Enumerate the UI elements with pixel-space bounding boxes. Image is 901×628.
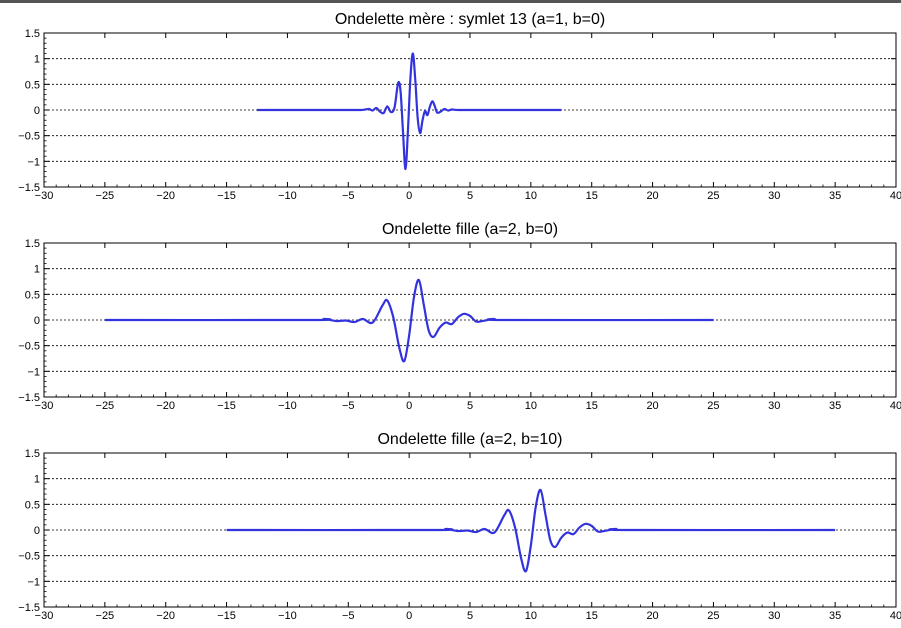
x-tick-label: 40 [890, 610, 901, 622]
x-tick-label: 20 [646, 400, 658, 412]
y-tick-label: −1 [27, 576, 40, 588]
chart-panel-3: Ondelette fille (a=2, b=10)−30 −25 −20 −15−… [18, 431, 901, 622]
y-tick-label: 1.5 [25, 28, 40, 40]
x-tick-label: 10 [525, 610, 537, 622]
x-tick-label: 20 [646, 190, 658, 202]
x-tick-label: −15 [217, 400, 236, 412]
x-tick-label: −10 [278, 400, 297, 412]
y-tick-label: 1.5 [25, 238, 40, 250]
x-tick-label: 35 [829, 610, 841, 622]
x-tick-label: −30 [35, 400, 54, 412]
x-tick-label: −15 [217, 610, 236, 622]
x-tick-label: −25 [96, 610, 115, 622]
x-tick-label: −5 [342, 610, 355, 622]
y-tick-label: −0.5 [18, 341, 40, 353]
x-tick-label: 40 [890, 400, 901, 412]
x-tick-label: −10 [278, 610, 297, 622]
x-tick-label: 30 [768, 400, 780, 412]
x-tick-label: 15 [586, 610, 598, 622]
y-tick-label: 0 [34, 315, 40, 327]
x-tick-label: 0 [406, 190, 412, 202]
y-tick-label: 1 [34, 264, 40, 276]
y-tick-label: 1.5 [25, 448, 40, 460]
chart-panel-1: Ondelette mère : symlet 13 (a=1, b=0) −30… [18, 11, 901, 202]
x-tick-label: 30 [768, 610, 780, 622]
x-tick-label: −30 [35, 610, 54, 622]
x-tick-label: 35 [829, 190, 841, 202]
x-tick-label: 0 [406, 610, 412, 622]
y-tick-label: −0.5 [18, 551, 40, 563]
x-tick-label: −20 [156, 400, 175, 412]
x-tick-label: −5 [342, 190, 355, 202]
x-tick-label: 40 [890, 190, 901, 202]
y-tick-label: 0 [34, 525, 40, 537]
y-tick-label: −1 [27, 366, 40, 378]
x-tick-label: 25 [707, 190, 719, 202]
y-tick-label: −1.5 [18, 392, 40, 404]
chart-title: Ondelette fille (a=2, b=10) [377, 431, 562, 448]
wavelet-series-line [104, 278, 714, 363]
x-tick-label: 20 [646, 610, 658, 622]
y-tick-label: 0.5 [25, 499, 40, 511]
y-tick-label: 0.5 [25, 79, 40, 91]
chart-panel-2: Ondelette fille (a=2, b=0)−30 −25 −20 −15 −1… [18, 221, 901, 412]
wavelet-series-line [226, 488, 836, 573]
window-top-border [0, 0, 901, 3]
x-tick-label: 10 [525, 400, 537, 412]
y-tick-label: −0.5 [18, 131, 40, 143]
x-tick-label: 35 [829, 400, 841, 412]
x-tick-label: −10 [278, 190, 297, 202]
y-tick-label: 1 [34, 54, 40, 66]
x-tick-label: −5 [342, 400, 355, 412]
x-tick-label: 30 [768, 190, 780, 202]
y-tick-label: −1.5 [18, 182, 40, 194]
x-tick-label: 10 [525, 190, 537, 202]
x-tick-label: 25 [707, 610, 719, 622]
y-tick-label: −1.5 [18, 602, 40, 614]
y-tick-label: 0.5 [25, 289, 40, 301]
x-tick-label: 25 [707, 400, 719, 412]
x-tick-label: −25 [96, 400, 115, 412]
x-tick-label: 15 [586, 190, 598, 202]
x-tick-label: 15 [586, 400, 598, 412]
y-tick-label: 1 [34, 474, 40, 486]
x-tick-label: 5 [467, 190, 473, 202]
x-tick-label: 5 [467, 610, 473, 622]
y-tick-label: 0 [34, 105, 40, 117]
wavelet-series-line [257, 52, 562, 171]
x-tick-label: −15 [217, 190, 236, 202]
chart-title: Ondelette mère : symlet 13 (a=1, b=0) [335, 11, 605, 28]
x-tick-label: −25 [96, 190, 115, 202]
x-tick-label: −20 [156, 610, 175, 622]
x-tick-label: −30 [35, 190, 54, 202]
x-tick-label: 0 [406, 400, 412, 412]
x-tick-label: 5 [467, 400, 473, 412]
x-tick-label: −20 [156, 190, 175, 202]
y-tick-label: −1 [27, 156, 40, 168]
chart-title: Ondelette fille (a=2, b=0) [382, 221, 558, 238]
